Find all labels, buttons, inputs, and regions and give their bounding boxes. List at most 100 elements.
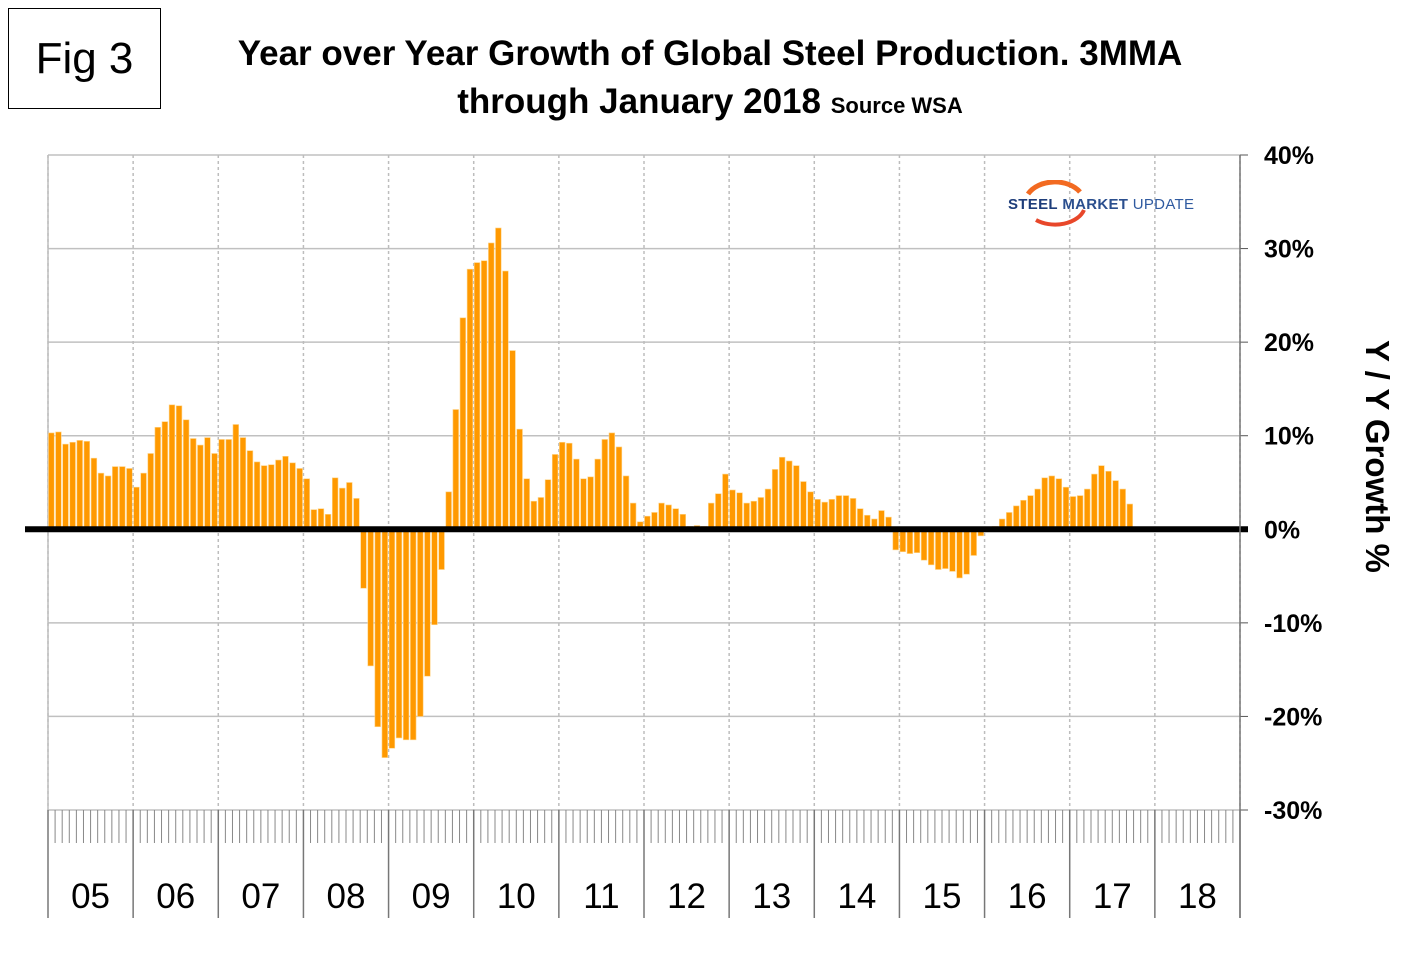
- bar: [410, 528, 417, 741]
- bar: [622, 475, 630, 530]
- bar: [516, 428, 523, 530]
- bar: [793, 465, 800, 530]
- bar: [743, 502, 750, 530]
- bar: [1126, 503, 1133, 530]
- bar: [1027, 495, 1034, 530]
- y-tick-label: -10%: [1264, 610, 1322, 638]
- bar: [970, 528, 977, 556]
- bar: [488, 242, 495, 530]
- bar: [1077, 495, 1084, 530]
- bar: [1055, 478, 1063, 530]
- bar: [395, 528, 403, 739]
- bar: [473, 262, 481, 530]
- bar: [672, 508, 679, 530]
- bars: [48, 227, 1133, 758]
- y-tick-label: 30%: [1264, 236, 1314, 264]
- bar: [630, 502, 637, 530]
- x-tick-label: 11: [583, 877, 619, 916]
- x-tick-label: 12: [667, 877, 706, 916]
- bar: [849, 498, 857, 530]
- bar: [190, 438, 197, 530]
- bar: [551, 454, 559, 530]
- x-tick-label: 16: [1008, 877, 1047, 916]
- y-tick-label: -20%: [1264, 703, 1322, 731]
- x-tick-label: 07: [241, 877, 280, 916]
- bar: [48, 432, 55, 530]
- bar: [282, 455, 289, 530]
- bar: [608, 432, 616, 530]
- bar: [303, 478, 310, 530]
- bar: [481, 260, 488, 530]
- bar: [402, 528, 410, 741]
- bar: [140, 472, 147, 530]
- bar: [1013, 505, 1020, 530]
- gridlines: [47, 154, 1241, 811]
- x-tick-label: 14: [837, 877, 876, 916]
- y-tick-label: 0%: [1264, 516, 1300, 544]
- bar: [786, 460, 793, 530]
- bar: [69, 441, 76, 530]
- y-tick-label: 20%: [1264, 329, 1314, 357]
- bar: [935, 528, 942, 570]
- bar: [239, 437, 247, 530]
- bar: [112, 466, 119, 530]
- bar: [424, 528, 431, 677]
- bar: [594, 458, 601, 530]
- x-tick-label: 10: [497, 877, 536, 916]
- bar: [218, 439, 225, 530]
- bar: [566, 442, 573, 530]
- bar: [807, 491, 814, 530]
- bar: [381, 528, 388, 758]
- bar: [296, 468, 303, 530]
- bar: [417, 528, 424, 717]
- y-tick-label: -30%: [1264, 797, 1322, 825]
- bar: [537, 497, 545, 530]
- bar: [126, 468, 133, 530]
- bar: [587, 476, 594, 530]
- bar: [722, 473, 729, 530]
- bar: [928, 528, 935, 566]
- bar: [360, 528, 367, 589]
- bar: [615, 446, 623, 530]
- bar: [445, 491, 452, 530]
- bar: [275, 459, 282, 530]
- bar: [317, 508, 325, 530]
- bar: [828, 499, 835, 530]
- bar: [892, 528, 899, 551]
- bar: [1112, 480, 1119, 530]
- bar: [1091, 473, 1098, 530]
- bar: [367, 528, 374, 667]
- bar: [268, 464, 275, 530]
- bar: [736, 492, 743, 530]
- bar: [374, 528, 381, 728]
- bar: [133, 486, 140, 530]
- logo-arc-icon: [1025, 180, 1086, 227]
- bar: [147, 453, 154, 530]
- bar: [459, 317, 467, 530]
- bar: [175, 405, 183, 530]
- bar: [161, 421, 169, 530]
- bar: [225, 439, 232, 530]
- bar: [949, 528, 956, 572]
- bar: [346, 482, 353, 530]
- bar: [509, 350, 516, 530]
- bar: [388, 528, 396, 749]
- bar: [665, 504, 672, 530]
- bar: [899, 528, 906, 553]
- bar: [800, 481, 807, 530]
- y-tick-labels: 40% 30% 20% 10% 0% -10% -20% -30%: [1264, 142, 1322, 825]
- bar: [62, 443, 69, 530]
- bar: [750, 500, 757, 530]
- bar: [1069, 496, 1077, 530]
- bar: [1048, 475, 1055, 530]
- bar: [431, 528, 438, 626]
- bar: [246, 450, 254, 530]
- y-tick-label: 40%: [1264, 142, 1314, 170]
- bar: [573, 458, 580, 530]
- axes: [25, 154, 1248, 918]
- bar: [771, 469, 779, 530]
- x-tick-label: 18: [1178, 877, 1217, 916]
- bar: [523, 478, 530, 530]
- bar: [708, 502, 715, 530]
